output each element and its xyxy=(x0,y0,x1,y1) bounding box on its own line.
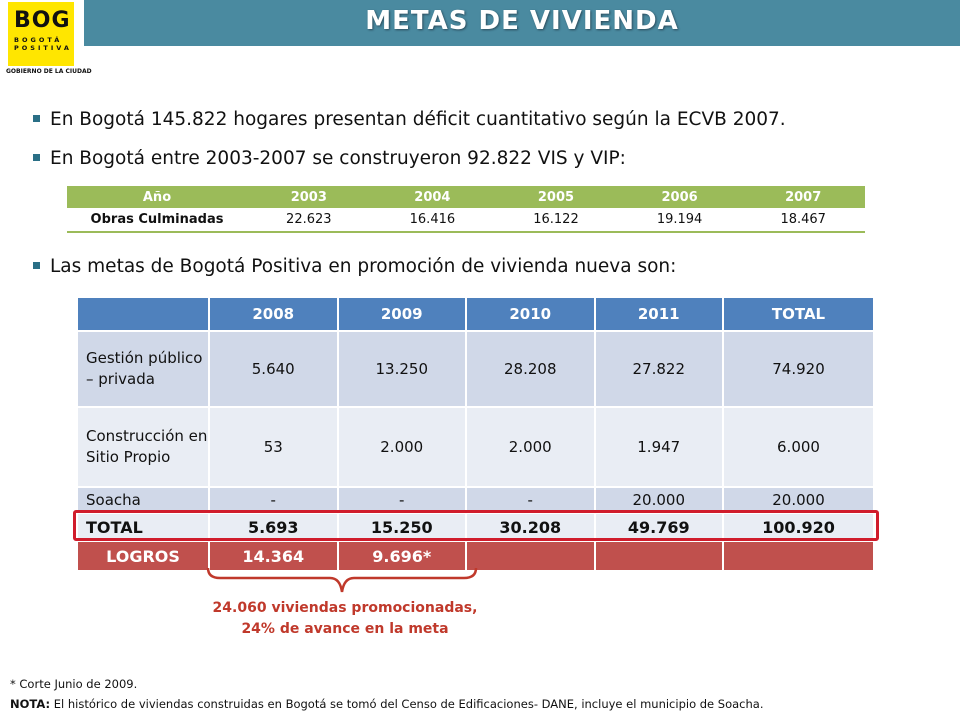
history-cell: 19.194 xyxy=(617,208,742,233)
logo-main-text: BOG xyxy=(14,8,71,33)
goals-row-construccion: Construcción en Sitio Propio 53 2.000 2.… xyxy=(76,406,875,488)
history-header-cell: 2003 xyxy=(247,186,371,208)
goals-cell: - xyxy=(208,486,339,514)
history-header-cell: 2005 xyxy=(494,186,618,208)
curly-brace-icon xyxy=(206,567,478,593)
goals-header-cell: TOTAL xyxy=(722,296,875,332)
bullet-square-icon xyxy=(33,114,40,122)
logo-line1: BOGOTÁ xyxy=(14,36,63,44)
goals-row-soacha: Soacha - - - 20.000 20.000 xyxy=(76,486,875,514)
goals-cell: 74.920 xyxy=(722,330,875,408)
bullet-goals: Las metas de Bogotá Positiva en promoció… xyxy=(33,256,676,277)
bullet-text: Las metas de Bogotá Positiva en promoció… xyxy=(50,256,677,277)
bogota-positiva-logo: BOG BOGOTÁ POSITIVA GOBIERNO DE LA CIUDA… xyxy=(6,2,92,78)
history-header-cell: Año xyxy=(67,186,247,208)
footnote-label: NOTA: xyxy=(10,697,51,711)
goals-cell: 5.640 xyxy=(208,330,339,408)
goals-cell: 27.822 xyxy=(593,330,724,408)
annotation-line2: 24% de avance en la meta xyxy=(241,621,449,637)
goals-header-cell: 2011 xyxy=(593,296,724,332)
logo-subtitle: BOGOTÁ POSITIVA xyxy=(14,36,70,52)
bullet-text: En Bogotá entre 2003-2007 se construyero… xyxy=(50,148,626,169)
history-cell: 16.122 xyxy=(494,208,618,233)
bullet-square-icon xyxy=(33,261,40,269)
history-cell: 22.623 xyxy=(247,208,371,233)
goals-cell: 49.769 xyxy=(593,512,724,542)
logros-annotation: 24.060 viviendas promocionadas, 24% de a… xyxy=(140,598,550,640)
page-title: METAS DE VIVIENDA xyxy=(365,6,679,36)
history-header-cell: 2007 xyxy=(741,186,865,208)
goals-cell xyxy=(593,540,724,572)
annotation-line1: 24.060 viviendas promocionadas, xyxy=(212,600,478,616)
goals-cell: 6.000 xyxy=(722,406,875,488)
goals-cell: - xyxy=(465,486,596,514)
goals-cell xyxy=(465,540,596,572)
total-row-highlight xyxy=(73,510,879,541)
goals-table: 2008 2009 2010 2011 TOTAL Gestión públic… xyxy=(76,296,875,572)
logo-footer: GOBIERNO DE LA CIUDAD xyxy=(6,68,92,75)
history-row-label: Obras Culminadas xyxy=(67,208,247,233)
footnote-text: El histórico de viviendas construidas en… xyxy=(50,697,764,711)
history-header-cell: 2004 xyxy=(370,186,495,208)
title-bar xyxy=(84,0,960,46)
goals-row-gestion: Gestión público – privada 5.640 13.250 2… xyxy=(76,330,875,408)
goals-cell: 14.364 xyxy=(208,540,339,572)
goals-row-label: LOGROS xyxy=(76,540,210,572)
goals-row-label: Gestión público – privada xyxy=(76,330,210,408)
footnote-note: NOTA: El histórico de viviendas construi… xyxy=(10,697,763,711)
bullet-construction: En Bogotá entre 2003-2007 se construyero… xyxy=(33,148,626,169)
history-table: Año 2003 2004 2005 2006 2007 Obras Culmi… xyxy=(67,186,865,233)
goals-header-cell: 2010 xyxy=(465,296,596,332)
goals-cell xyxy=(722,540,875,572)
goals-header-row: 2008 2009 2010 2011 TOTAL xyxy=(76,296,875,332)
history-cell: 18.467 xyxy=(741,208,865,233)
bullet-square-icon xyxy=(33,153,40,161)
goals-cell: 28.208 xyxy=(465,330,596,408)
goals-row-label: Soacha xyxy=(76,486,210,514)
goals-cell: 53 xyxy=(208,406,339,488)
history-cell: 16.416 xyxy=(370,208,495,233)
history-header-cell: 2006 xyxy=(617,186,742,208)
goals-cell: 2.000 xyxy=(336,406,467,488)
logo-background xyxy=(8,2,74,66)
bullet-text: En Bogotá 145.822 hogares presentan défi… xyxy=(50,109,786,130)
history-header-row: Año 2003 2004 2005 2006 2007 xyxy=(67,186,865,208)
goals-cell: 2.000 xyxy=(465,406,596,488)
goals-cell: 9.696* xyxy=(336,540,467,572)
goals-header-cell: 2009 xyxy=(336,296,467,332)
goals-row-label: Construcción en Sitio Propio xyxy=(76,406,210,488)
footnote-cutoff: * Corte Junio de 2009. xyxy=(10,677,138,691)
bullet-deficit: En Bogotá 145.822 hogares presentan défi… xyxy=(33,109,786,130)
goals-header-cell: 2008 xyxy=(208,296,339,332)
goals-row-logros: LOGROS 14.364 9.696* xyxy=(76,540,875,572)
history-data-row: Obras Culminadas 22.623 16.416 16.122 19… xyxy=(67,208,865,233)
goals-cell: 1.947 xyxy=(593,406,724,488)
goals-cell: 13.250 xyxy=(336,330,467,408)
goals-cell: 15.250 xyxy=(336,512,467,542)
goals-header-cell xyxy=(76,296,210,332)
goals-row-total: TOTAL 5.693 15.250 30.208 49.769 100.920 xyxy=(76,512,875,542)
logo-line2: POSITIVA xyxy=(14,44,72,52)
